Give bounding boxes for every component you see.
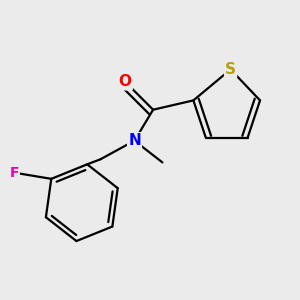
Text: F: F	[9, 166, 19, 180]
Text: O: O	[119, 74, 132, 89]
Text: S: S	[225, 62, 236, 77]
Text: N: N	[128, 133, 141, 148]
